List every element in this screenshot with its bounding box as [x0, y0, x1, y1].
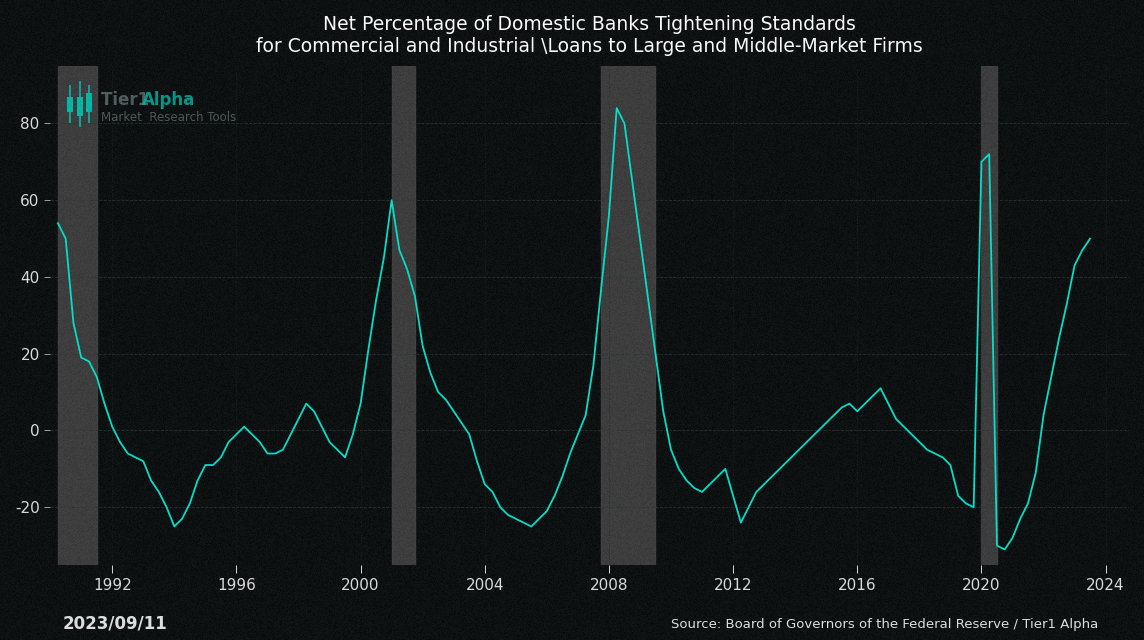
Text: Alpha: Alpha: [142, 92, 194, 109]
Bar: [67, 97, 73, 112]
Bar: [86, 93, 92, 112]
Bar: [391, 66, 415, 565]
Bar: [77, 97, 82, 116]
Title: Net Percentage of Domestic Banks Tightening Standards
for Commercial and Industr: Net Percentage of Domestic Banks Tighten…: [256, 15, 923, 56]
Text: Market  Research Tools: Market Research Tools: [102, 111, 237, 124]
Text: Source: Board of Governors of the Federal Reserve / Tier1 Alpha: Source: Board of Governors of the Federa…: [672, 618, 1098, 632]
Bar: [982, 66, 996, 565]
Text: Tier1: Tier1: [102, 92, 156, 109]
Bar: [58, 66, 97, 565]
Bar: [601, 66, 656, 565]
Text: 2023/09/11: 2023/09/11: [63, 614, 168, 632]
